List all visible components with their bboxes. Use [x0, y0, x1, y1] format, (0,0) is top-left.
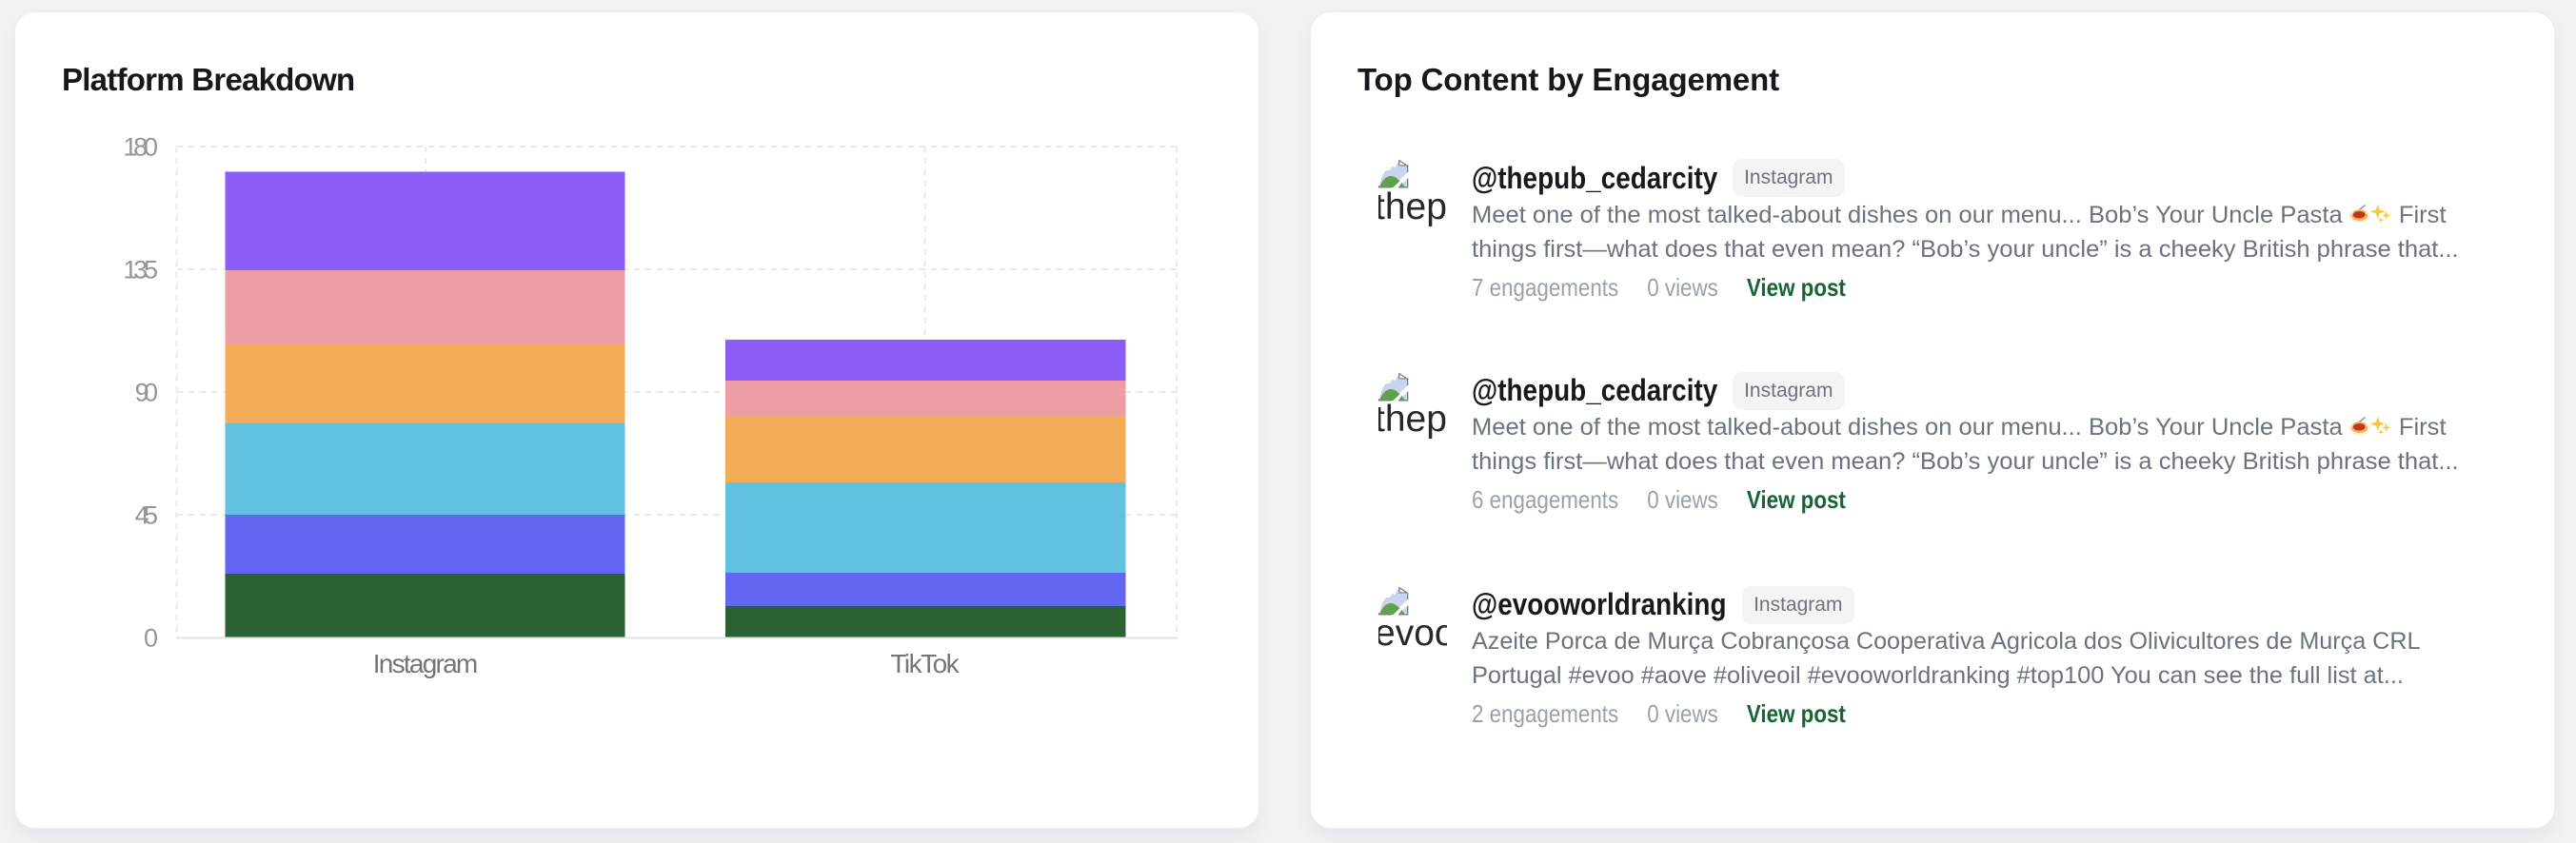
svg-text:180: 180 — [123, 133, 158, 162]
svg-text:135: 135 — [123, 256, 158, 284]
svg-text:Instagram: Instagram — [373, 649, 479, 678]
svg-text:45: 45 — [135, 501, 158, 530]
svg-text:90: 90 — [135, 379, 158, 407]
svg-text:TikTok: TikTok — [890, 649, 960, 678]
svg-text:0: 0 — [144, 624, 158, 653]
